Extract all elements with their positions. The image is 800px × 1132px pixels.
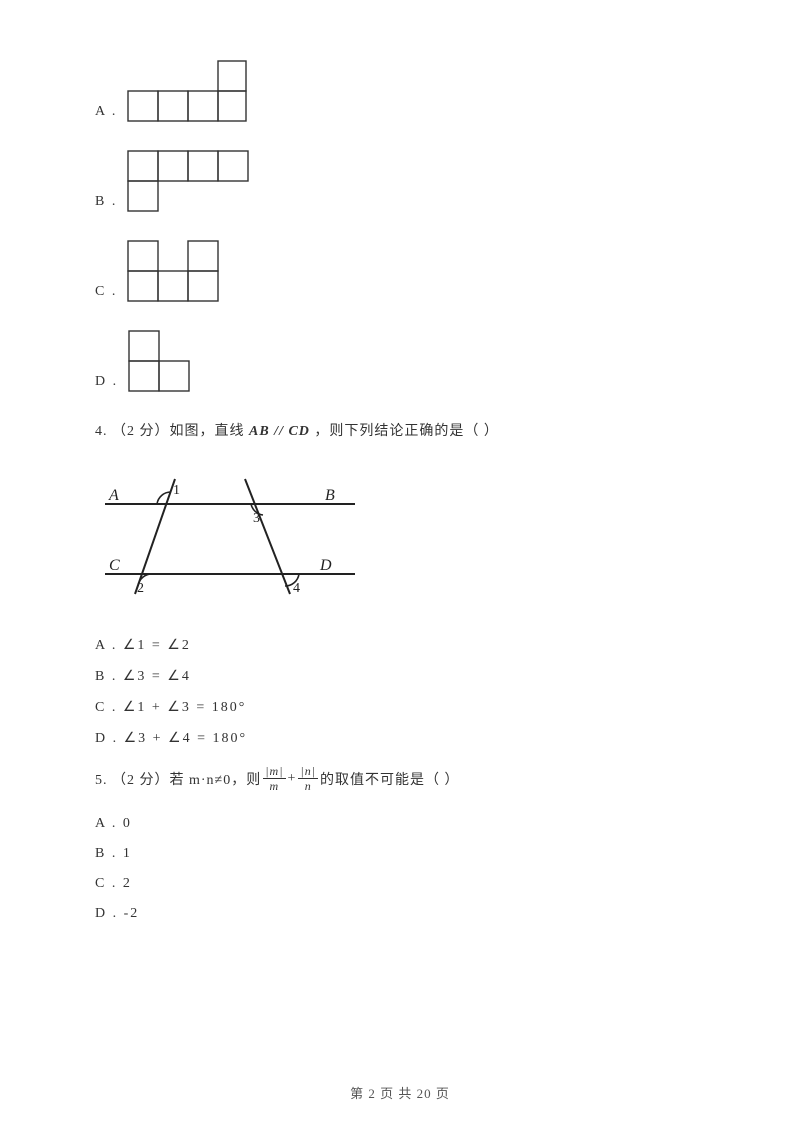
q5-ans-a: A . 0 <box>95 816 705 832</box>
q5-prefix: 5. （2 分）若 m·n≠0，则 <box>95 769 261 789</box>
q5-frac2: |n| n <box>298 765 318 792</box>
q5-frac1-den: m <box>263 779 285 792</box>
angle-4: 4 <box>293 581 300 596</box>
q5-frac1: |m| m <box>263 765 285 792</box>
q5-ans-c: C . 2 <box>95 876 705 892</box>
option-b-row: B . <box>95 150 705 212</box>
page-footer: 第 2 页 共 20 页 <box>0 1083 800 1102</box>
label-c: C <box>109 557 120 574</box>
q5-ans-d: D . -2 <box>95 906 705 922</box>
option-label-c: C . <box>95 284 117 302</box>
q5-suffix: 的取值不可能是（ ） <box>320 769 460 789</box>
option-label-b: B . <box>95 194 117 212</box>
q4-ans-c: C . ∠1 + ∠3 = 180° <box>95 699 705 716</box>
label-a: A <box>108 487 119 504</box>
angle-1: 1 <box>173 483 180 498</box>
q5-plus: + <box>288 771 297 787</box>
shape-a <box>127 60 247 122</box>
label-b: B <box>325 487 335 504</box>
q5-text: 5. （2 分）若 m·n≠0，则 |m| m + |n| n 的取值不可能是（… <box>95 765 705 792</box>
q4-math: AB // CD <box>249 424 310 439</box>
q4-ans-a: A . ∠1 = ∠2 <box>95 637 705 654</box>
q5-frac2-den: n <box>298 779 318 792</box>
label-d: D <box>319 557 332 574</box>
q4-prefix: 4. （2 分）如图，直线 <box>95 424 249 439</box>
q5-frac2-num: |n| <box>298 765 318 779</box>
shape-b <box>127 150 249 212</box>
q5-frac1-num: |m| <box>263 765 285 779</box>
q4-ans-b: B . ∠3 = ∠4 <box>95 668 705 685</box>
angle-3: 3 <box>253 511 260 526</box>
parallel-lines-diagram: A B C D 1 2 3 4 <box>95 464 365 604</box>
option-a-row: A . <box>95 60 705 122</box>
q4-ans-d: D . ∠3 + ∠4 = 180° <box>95 730 705 747</box>
q5-ans-b: B . 1 <box>95 846 705 862</box>
option-label-d: D . <box>95 374 118 392</box>
option-c-row: C . <box>95 240 705 302</box>
option-d-row: D . <box>95 330 705 392</box>
q4-text: 4. （2 分）如图，直线 AB // CD ，则下列结论正确的是（ ） <box>95 420 705 440</box>
shape-d <box>128 330 192 392</box>
shape-c <box>127 240 221 302</box>
q4-suffix: ，则下列结论正确的是（ ） <box>314 424 499 439</box>
q4-diagram: A B C D 1 2 3 4 <box>95 464 705 609</box>
angle-2: 2 <box>137 581 144 596</box>
option-label-a: A . <box>95 104 117 122</box>
